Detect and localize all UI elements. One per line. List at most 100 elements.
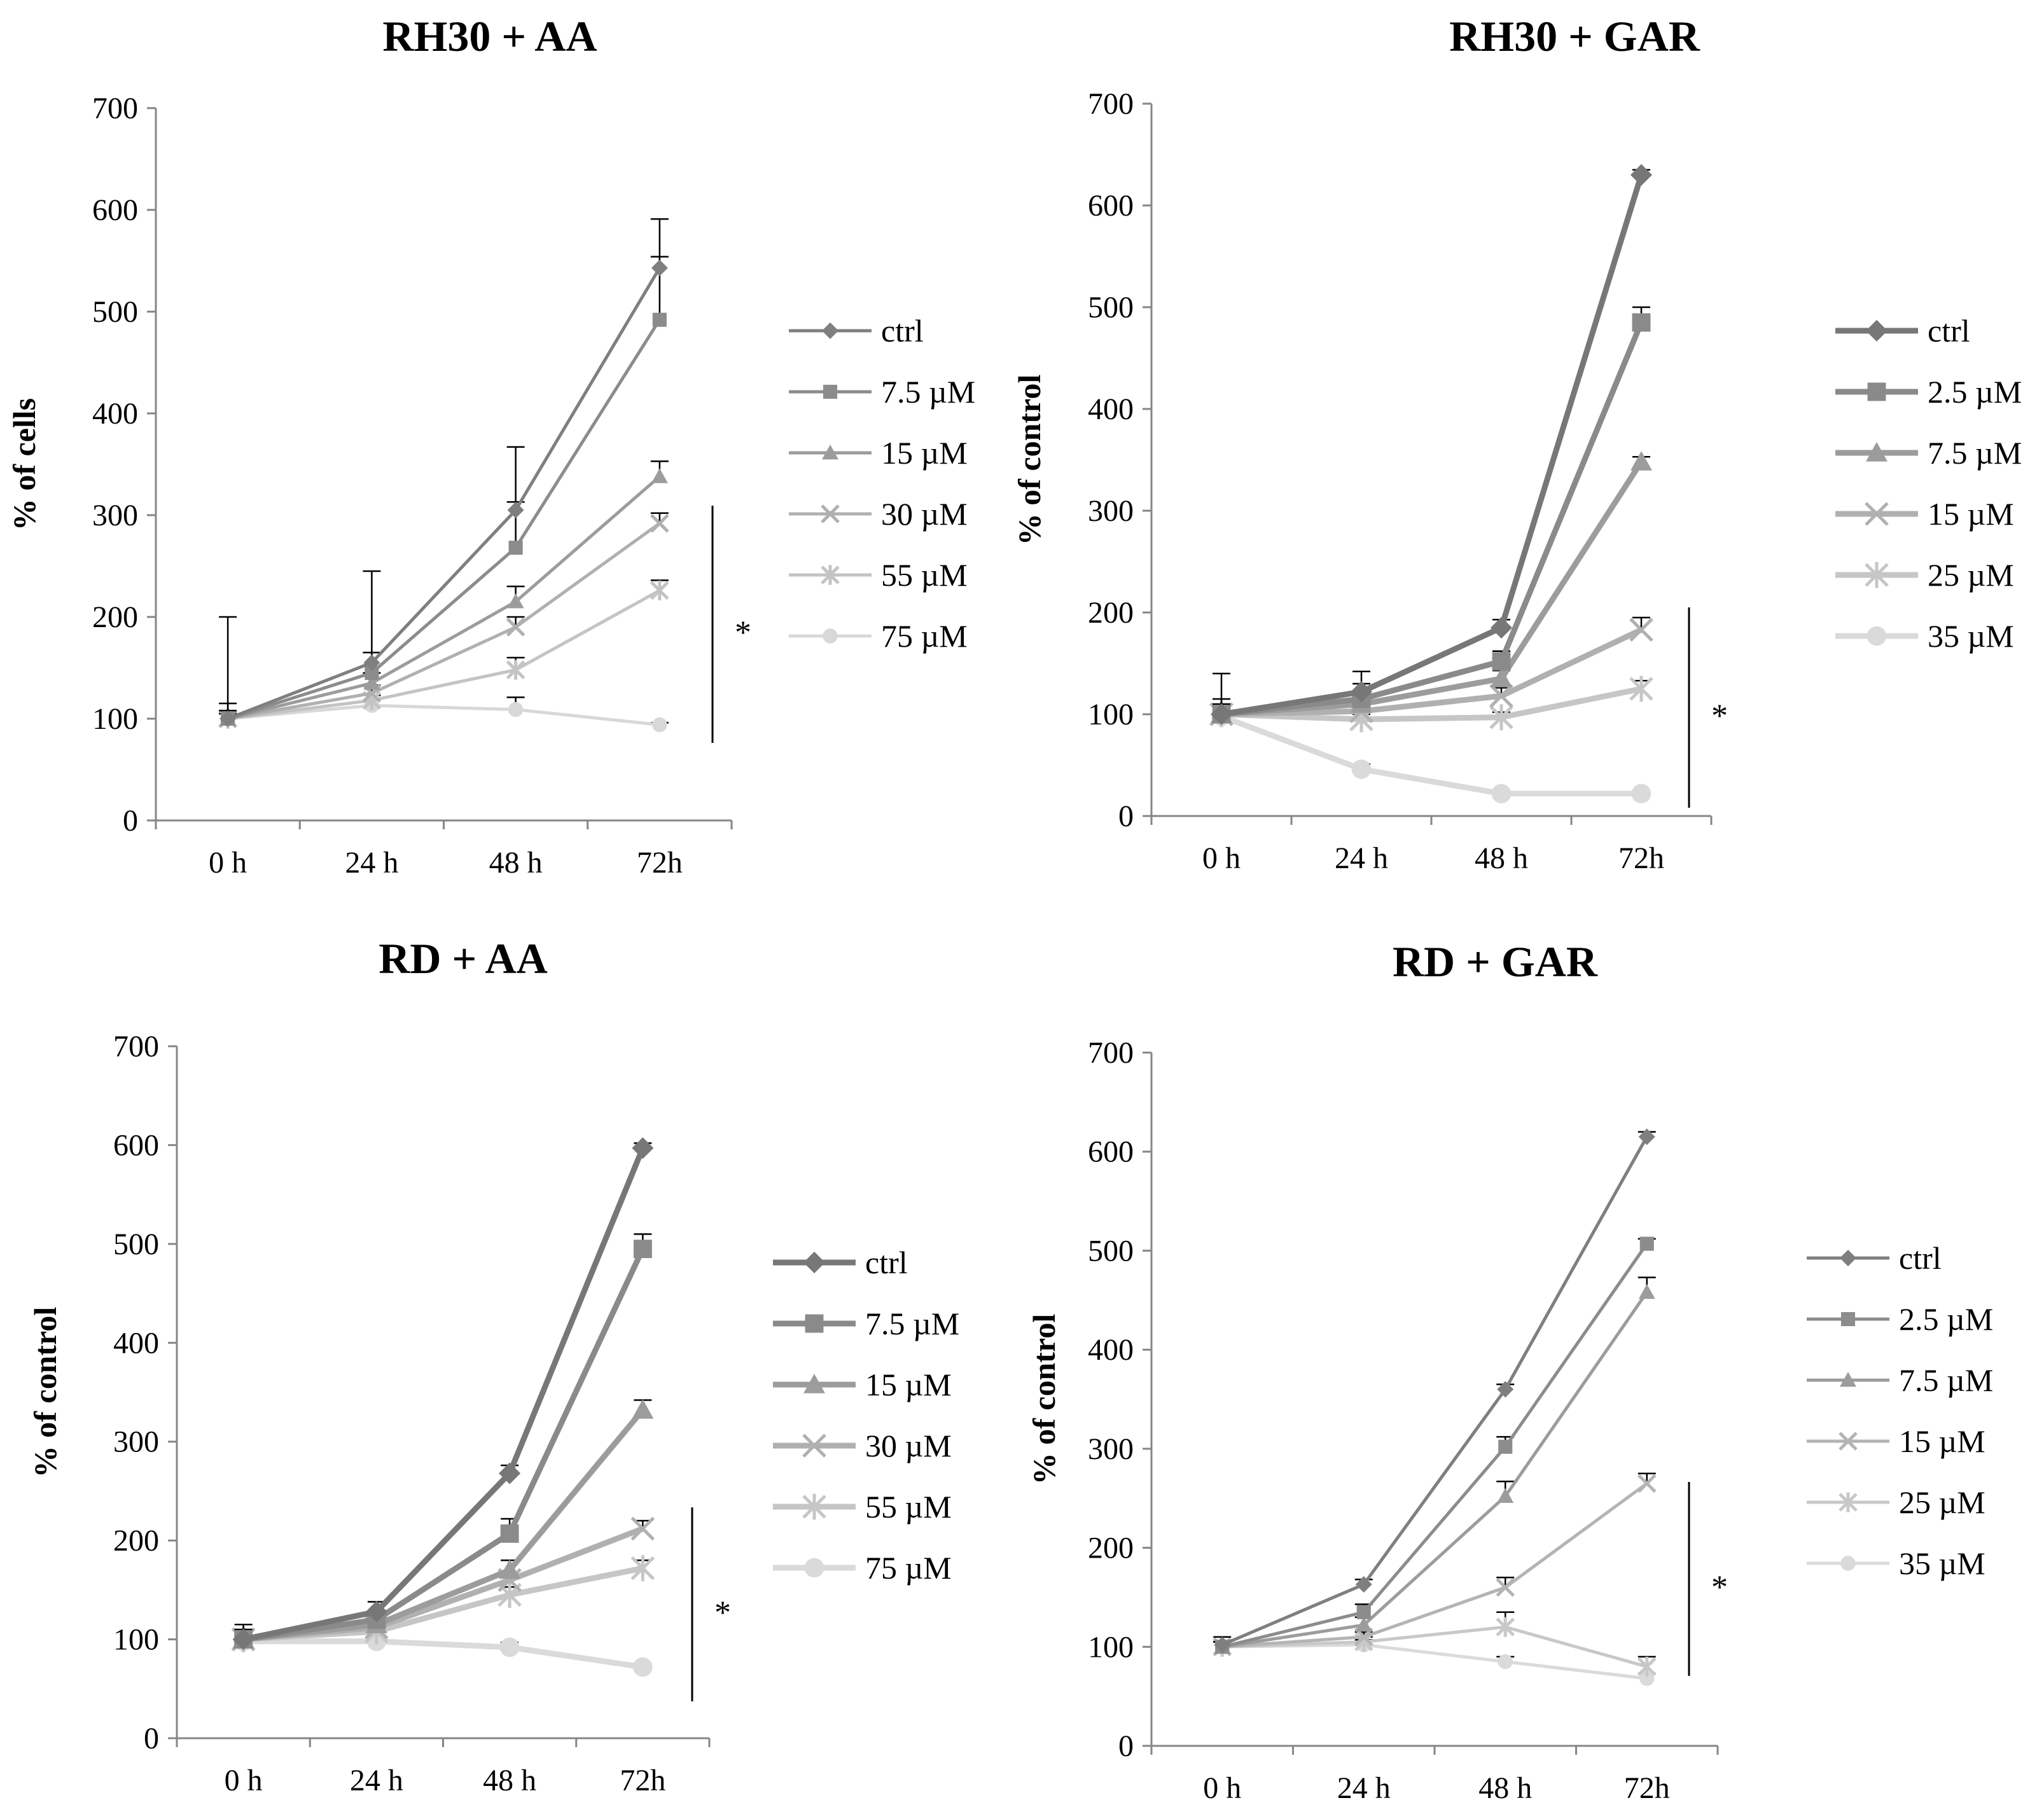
data-point [1355, 1576, 1372, 1593]
x-tick-label: 0 h [209, 846, 247, 880]
x-tick-label: 72h [620, 1764, 665, 1797]
series-line [227, 266, 662, 721]
series-line [227, 319, 661, 721]
x-tick-label: 0 h [1202, 841, 1241, 875]
x-tick-label: 48 h [1478, 1771, 1532, 1805]
y-tick-label: 300 [92, 499, 138, 532]
legend-marker [1839, 1432, 1858, 1451]
x-tick-label: 72h [1618, 841, 1664, 875]
series-line [227, 475, 661, 721]
series-2-5-m [1213, 1236, 1656, 1654]
y-tick-label: 100 [1088, 698, 1134, 731]
data-point [1211, 703, 1232, 725]
legend-label: ctrl [1928, 313, 1970, 349]
chart-panel-2: RH30 + GAR % of control 0 100 200 300 400 500 60… [1012, 12, 2022, 875]
series-7-5-m [234, 1233, 652, 1649]
y-axis-label: % of cells [6, 398, 42, 530]
legend-marker [1867, 382, 1886, 401]
data-point [499, 1559, 521, 1579]
y-tick-label: 100 [113, 1623, 159, 1657]
y-tick-label: 400 [113, 1326, 159, 1360]
series-line [243, 1638, 644, 1670]
legend-marker [1865, 562, 1889, 588]
legend-item: 2.5 µM [1835, 374, 2022, 410]
data-point [633, 1240, 652, 1259]
data-point [652, 717, 667, 733]
legend-label: 75 µM [881, 618, 968, 654]
legend-item: 15 µM [1835, 496, 2014, 532]
legend-item: 75 µM [773, 1550, 952, 1586]
data-point [1351, 681, 1372, 703]
legend-marker [1866, 442, 1888, 462]
chart-title: RH30 + GAR [1449, 12, 1700, 60]
legend-label: ctrl [881, 313, 924, 349]
data-point [1497, 1488, 1514, 1503]
legend-marker [823, 628, 838, 644]
data-point [1631, 784, 1651, 804]
legend-label: 25 µM [1928, 557, 2014, 593]
series-line [1221, 321, 1644, 717]
legend-label: 7.5 µM [1928, 435, 2022, 471]
y-tick-label: 300 [1088, 494, 1134, 528]
series-line [1222, 1625, 1648, 1668]
legend-marker [803, 1252, 825, 1273]
y-tick-label: 500 [1088, 1234, 1134, 1268]
legend-marker [1840, 1311, 1856, 1327]
data-point [630, 1555, 655, 1582]
series-line [227, 703, 660, 727]
legend-label: 30 µM [881, 496, 968, 532]
data-point [1214, 1636, 1231, 1654]
legend-item: ctrl [1835, 313, 1970, 349]
data-point [1630, 164, 1652, 186]
data-point [506, 660, 525, 680]
significance-marker: * [1711, 698, 1728, 735]
legend-label: ctrl [1899, 1240, 1942, 1276]
legend-item: 30 µM [773, 1428, 952, 1463]
legend-marker [823, 384, 838, 399]
legend-item: 7.5 µM [1807, 1362, 1993, 1398]
data-point [507, 593, 524, 609]
y-tick-label: 300 [1088, 1432, 1134, 1466]
x-tick-label: 48 h [489, 846, 543, 880]
x-tick-label: 24 h [350, 1764, 403, 1797]
data-point [1630, 451, 1652, 471]
legend-item: 15 µM [789, 435, 968, 471]
y-axis-label: % of control [27, 1307, 63, 1478]
legend-label: 55 µM [865, 1489, 952, 1525]
data-point [1492, 652, 1511, 671]
data-point [1639, 1236, 1654, 1251]
legend-label: 35 µM [1899, 1546, 1985, 1581]
legend-item: 15 µM [773, 1367, 952, 1402]
legend-marker [822, 322, 838, 339]
series-ctrl [219, 218, 669, 727]
y-tick-label: 500 [92, 295, 138, 329]
data-point [363, 654, 380, 671]
data-point [1629, 618, 1653, 642]
data-point [651, 259, 668, 277]
data-point [1638, 1128, 1655, 1145]
y-tick-label: 500 [113, 1228, 159, 1261]
data-point [508, 702, 524, 717]
data-point [650, 580, 669, 600]
legend: ctrl 2.5 µM 7.5 µM 15 µM 25 µM 35 µM [1807, 1240, 1993, 1581]
y-tick-label: 0 [123, 804, 138, 838]
legend-label: 7.5 µM [1899, 1362, 1993, 1398]
legend-label: 75 µM [865, 1550, 952, 1586]
chart-panel-1: RH30 + AA % of cells 0 100 200 300 400 500 600 70… [6, 12, 975, 880]
significance-marker: * [735, 615, 751, 651]
legend-label: 7.5 µM [865, 1306, 959, 1341]
data-point [1496, 1578, 1515, 1597]
legend-marker [1840, 1250, 1856, 1266]
data-point [1637, 1656, 1657, 1677]
y-tick-label: 700 [1088, 1036, 1134, 1070]
series-line [1221, 1136, 1648, 1647]
chart-title: RH30 + AA [382, 12, 597, 60]
legend: ctrl 7.5 µM 15 µM 30 µM 55 µM 75 µM [789, 313, 975, 654]
series-75-m [219, 696, 669, 733]
data-point [500, 1524, 519, 1543]
y-tick-label: 200 [1088, 596, 1134, 630]
y-tick-label: 200 [92, 600, 138, 634]
data-point [1489, 704, 1513, 731]
data-point [632, 1137, 654, 1159]
chart-panel-3: RD + AA % of control 0 100 200 300 400 500 600 70… [27, 934, 959, 1797]
